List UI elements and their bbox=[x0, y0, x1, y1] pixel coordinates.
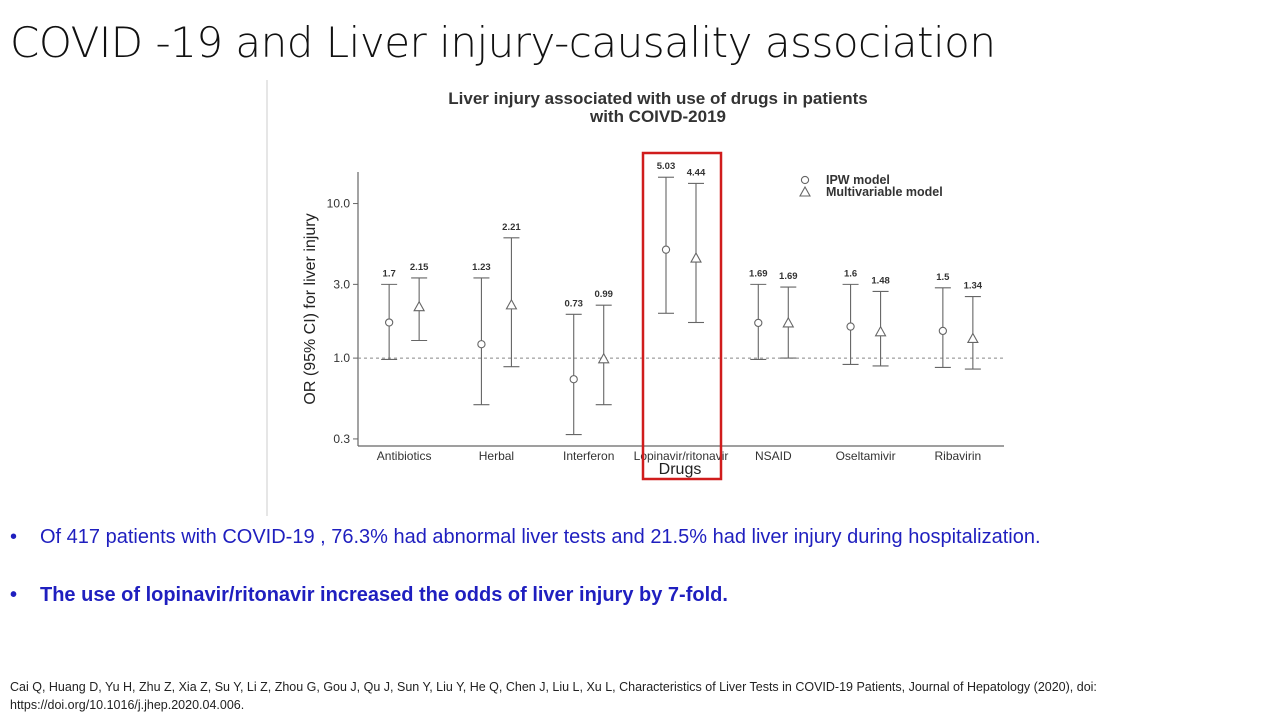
bullet-text: The use of lopinavir/ritonavir increased… bbox=[40, 584, 728, 606]
citation-doi: https://doi.org/10.1016/j.jhep.2020.04.0… bbox=[10, 698, 245, 712]
data-label: 2.15 bbox=[410, 262, 429, 273]
x-axis-label: Drugs bbox=[659, 461, 702, 478]
data-label: 2.21 bbox=[502, 222, 521, 233]
chart-title-line-1: Liver injury associated with use of drug… bbox=[448, 89, 867, 108]
data-point-circle bbox=[938, 326, 948, 336]
x-tick-label: Oseltamivir bbox=[836, 449, 896, 463]
y-tick-label: 10.0 bbox=[327, 197, 351, 211]
divider-line bbox=[266, 80, 268, 516]
data-point-circle bbox=[754, 318, 763, 328]
data-label: 1.6 bbox=[844, 268, 857, 279]
chart-title-line-2: with COIVD-2019 bbox=[589, 107, 726, 126]
data-point-triangle bbox=[413, 300, 426, 312]
x-tick-label: Herbal bbox=[479, 449, 514, 463]
x-tick-label: Lopinavir/ritonavir bbox=[634, 449, 729, 463]
data-point-circle bbox=[661, 245, 671, 254]
data-label: 1.69 bbox=[779, 271, 798, 282]
x-tick-label: Interferon bbox=[563, 449, 614, 463]
data-point-triangle bbox=[966, 332, 979, 344]
slide-title: COVID -19 and Liver injury-causality ass… bbox=[10, 18, 996, 67]
legend-label: IPW model bbox=[826, 173, 890, 187]
data-label: 1.7 bbox=[383, 268, 396, 279]
x-tick-label: Antibiotics bbox=[377, 449, 432, 463]
data-label: 0.99 bbox=[594, 289, 613, 300]
y-tick-label: 3.0 bbox=[333, 277, 350, 291]
data-label: 1.48 bbox=[871, 275, 890, 286]
x-tick-label: Ribavirin bbox=[935, 449, 982, 463]
bullet-item: • Of 417 patients with COVID-19 , 76.3% … bbox=[10, 526, 1041, 549]
y-tick-label: 1.0 bbox=[333, 351, 350, 365]
data-point-circle bbox=[846, 322, 855, 331]
legend-label: Multivariable model bbox=[826, 185, 943, 199]
bullet-item: • The use of lopinavir/ritonavir increas… bbox=[10, 584, 728, 607]
data-point-triangle bbox=[505, 298, 518, 310]
forest-plot-chart: Liver injury associated with use of drug… bbox=[302, 89, 1004, 481]
data-point-circle bbox=[477, 340, 486, 349]
y-axis-label: OR (95% CI) for liver injury bbox=[302, 213, 319, 404]
data-label: 1.23 bbox=[472, 262, 491, 273]
legend-circle-icon bbox=[800, 175, 810, 185]
data-label: 0.73 bbox=[564, 298, 583, 309]
bullet-text: Of 417 patients with COVID-19 , 76.3% ha… bbox=[40, 526, 1041, 548]
legend-triangle-icon bbox=[799, 185, 811, 197]
citation-line: Cai Q, Huang D, Yu H, Zhu Z, Xia Z, Su Y… bbox=[10, 680, 1097, 694]
data-label: 5.03 bbox=[657, 161, 676, 172]
data-point-triangle bbox=[690, 251, 702, 263]
data-point-triangle bbox=[597, 352, 610, 364]
data-label: 4.44 bbox=[687, 167, 706, 178]
citation: Cai Q, Huang D, Yu H, Zhu Z, Xia Z, Su Y… bbox=[10, 678, 1270, 714]
highlight-box bbox=[641, 151, 723, 481]
data-point-circle bbox=[569, 375, 578, 384]
data-point-triangle bbox=[782, 316, 795, 328]
data-label: 1.5 bbox=[936, 272, 950, 283]
y-tick-label: 0.3 bbox=[333, 432, 350, 446]
x-tick-label: NSAID bbox=[755, 449, 792, 463]
bullet-glyph: • bbox=[10, 584, 18, 606]
data-point-triangle bbox=[874, 325, 887, 337]
data-label: 1.69 bbox=[749, 268, 768, 279]
bullet-glyph: • bbox=[10, 526, 18, 548]
data-label: 1.34 bbox=[964, 281, 983, 292]
data-point-circle bbox=[384, 318, 394, 327]
